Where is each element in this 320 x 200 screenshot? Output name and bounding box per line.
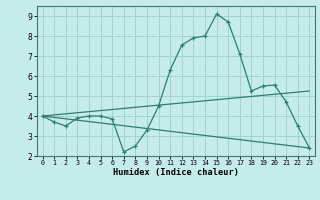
X-axis label: Humidex (Indice chaleur): Humidex (Indice chaleur) [113,168,239,177]
